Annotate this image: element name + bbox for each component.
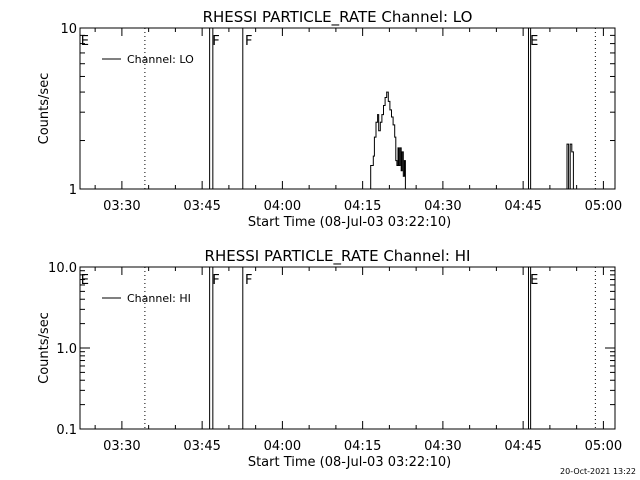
- y-tick-label: 1: [69, 183, 77, 198]
- data-point: [395, 160, 397, 162]
- y-tick-label: 0.1: [56, 423, 77, 438]
- x-tick-label: 03:30: [103, 199, 140, 214]
- data-point: [386, 91, 388, 93]
- legend-label: Channel: LO: [127, 53, 194, 66]
- data-point: [400, 170, 402, 172]
- x-tick-label: 05:00: [585, 439, 622, 454]
- data-point: [384, 97, 386, 98]
- plot-frame: [79, 27, 616, 190]
- data-point: [398, 165, 400, 166]
- event-marker-label: E: [530, 34, 538, 49]
- data-point: [568, 188, 570, 190]
- plot-panel-lo: RHESSI PARTICLE_RATE Channel: LO Start Ti…: [37, 8, 622, 230]
- y-tick-label: 1.0: [56, 342, 77, 357]
- data-point: [379, 121, 381, 123]
- data-point: [383, 105, 384, 106]
- data-point: [402, 175, 404, 177]
- y-tick-label: 10.0: [48, 261, 77, 276]
- data-point: [378, 130, 380, 132]
- data-point: [566, 143, 568, 145]
- x-tick-label: 04:45: [504, 439, 541, 454]
- data-point: [397, 147, 399, 149]
- x-axis-label: Start Time (08-Jul-03 03:22:10): [248, 455, 451, 470]
- y-axis-label: Counts/sec: [37, 312, 52, 384]
- plot-panel-hi: RHESSI PARTICLE_RATE Channel: HI Start Ti…: [37, 247, 622, 470]
- data-point: [392, 124, 394, 126]
- x-tick-label: 04:30: [424, 439, 461, 454]
- event-marker-label: E: [530, 273, 538, 288]
- data-point: [403, 160, 405, 162]
- data-point: [381, 114, 383, 115]
- x-tick-label: 04:30: [424, 199, 461, 214]
- x-tick-label: 04:15: [344, 439, 381, 454]
- data-point: [394, 136, 396, 138]
- data-point: [374, 136, 375, 138]
- x-tick-label: 04:00: [264, 439, 301, 454]
- data-point: [565, 188, 566, 190]
- chart-title: RHESSI PARTICLE_RATE Channel: HI: [205, 247, 471, 266]
- data-point: [372, 155, 374, 157]
- data-point: [401, 151, 403, 153]
- data-point: [375, 121, 377, 123]
- data-point: [396, 165, 398, 166]
- x-tick-label: 04:45: [504, 199, 541, 214]
- event-marker-label: F: [245, 273, 252, 288]
- y-axis-label: Counts/sec: [37, 73, 52, 145]
- data-point: [387, 101, 389, 102]
- data-point: [391, 116, 392, 118]
- legend-label: Channel: HI: [127, 292, 191, 305]
- chart-title: RHESSI PARTICLE_RATE Channel: LO: [203, 8, 473, 27]
- x-tick-label: 03:45: [183, 199, 220, 214]
- x-axis-label: Start Time (08-Jul-03 03:22:10): [248, 215, 451, 230]
- data-point: [571, 151, 573, 153]
- x-tick-label: 04:00: [264, 199, 301, 214]
- data-point: [370, 165, 372, 166]
- data-point: [573, 188, 574, 190]
- y-tick-label: 10: [60, 22, 77, 37]
- data-point: [405, 188, 406, 190]
- x-tick-label: 04:15: [344, 199, 381, 214]
- event-marker-label: F: [212, 273, 219, 288]
- data-point: [389, 109, 391, 111]
- event-marker-label: E: [81, 34, 89, 49]
- event-marker-label: E: [81, 273, 89, 288]
- data-point: [377, 114, 379, 115]
- x-tick-label: 03:45: [183, 439, 220, 454]
- data-point: [569, 143, 571, 145]
- event-marker-label: F: [245, 34, 252, 49]
- data-point: [399, 147, 401, 149]
- x-tick-label: 03:30: [103, 439, 140, 454]
- event-marker-label: F: [212, 34, 219, 49]
- footer-timestamp: 20-Oct-2021 13:22: [560, 467, 636, 476]
- x-tick-label: 05:00: [585, 199, 622, 214]
- data-point: [367, 188, 369, 190]
- series-line: [368, 91, 574, 190]
